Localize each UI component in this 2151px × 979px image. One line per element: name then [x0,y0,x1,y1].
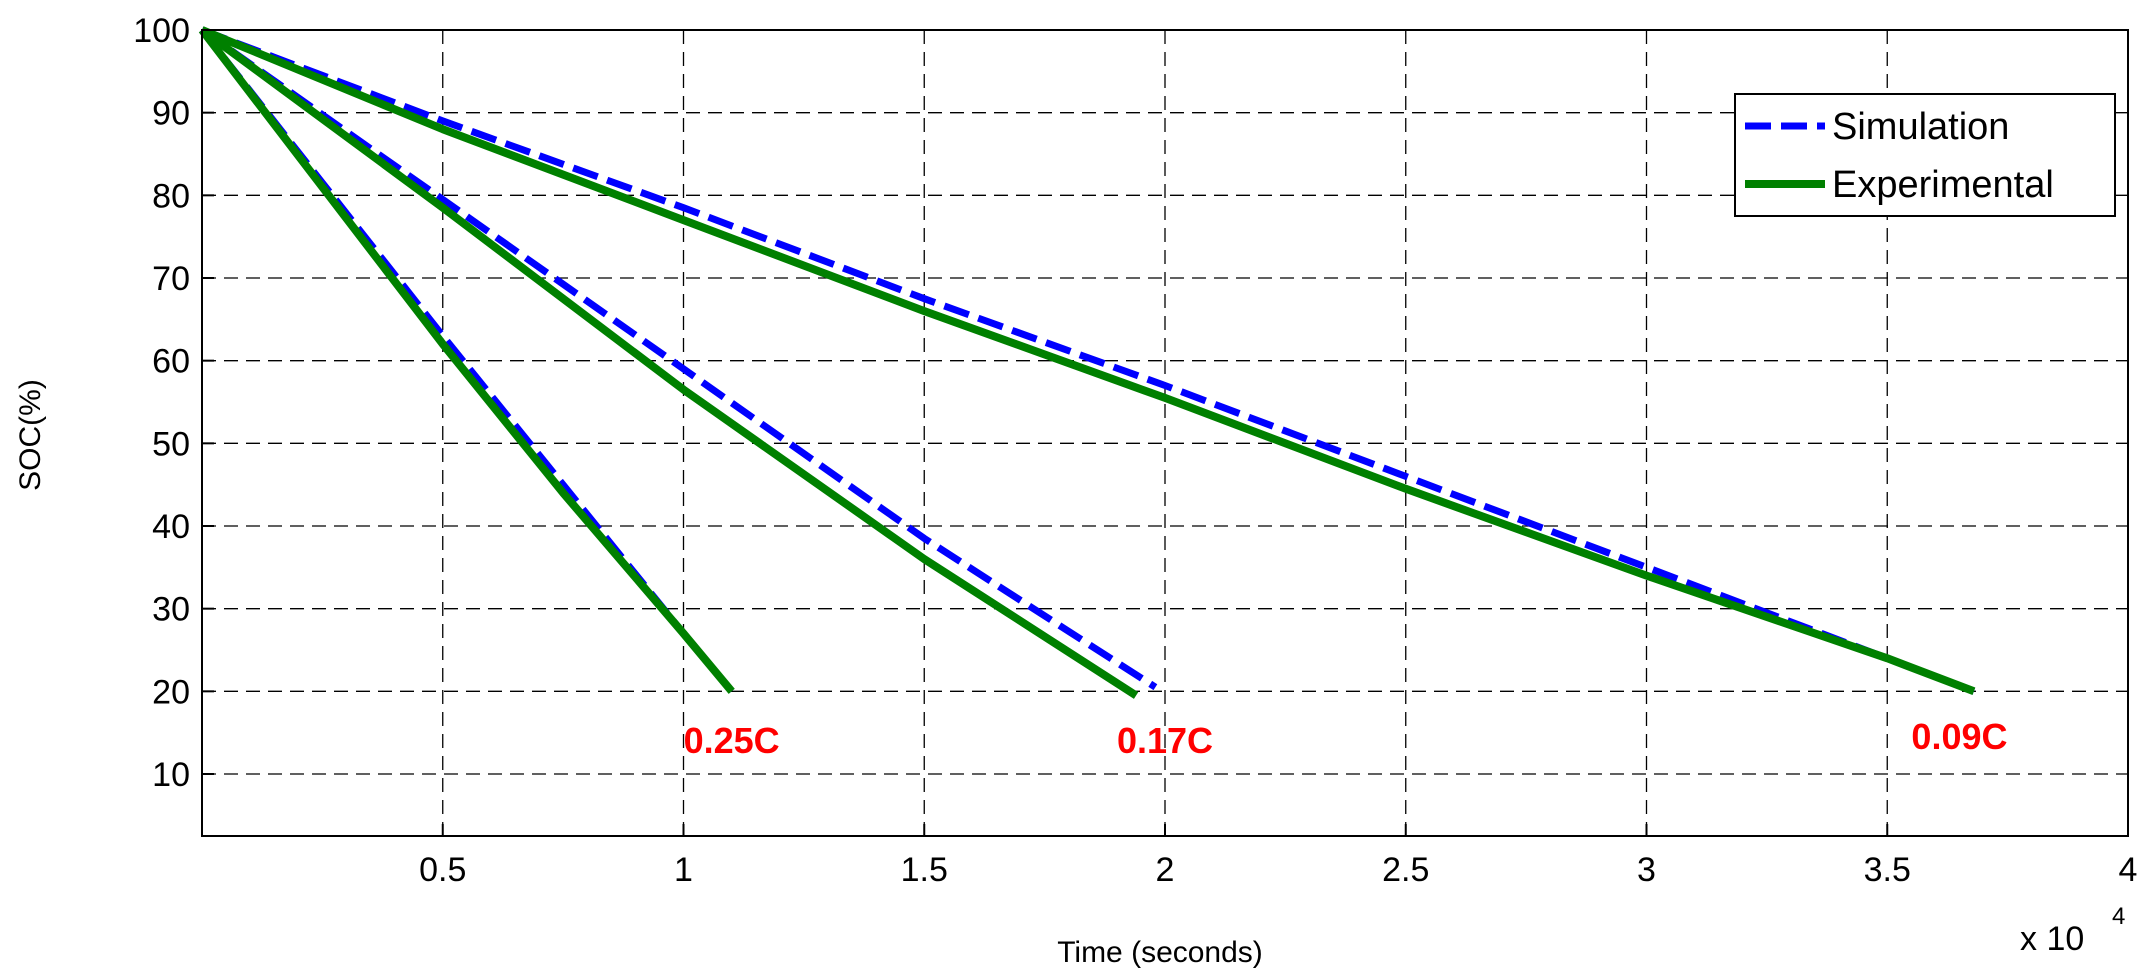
y-axis-title: SOC(%) [14,379,47,491]
plot-series [198,26,1976,699]
y-tick-label-2: 30 [152,591,190,629]
x-multiplier-exponent: 4 [2112,903,2125,930]
curve-labels: 0.25C 0.17C 0.09C [684,716,2008,761]
legend-box [1734,93,2116,217]
x-tick-label-3: 2 [1156,851,1175,889]
legend-simulation-label: Simulation [1832,106,2009,148]
curve-label-2: 0.09C [1911,716,2007,757]
legend: Simulation Experimental [1734,93,2116,217]
x-tick-label-4: 2.5 [1382,851,1429,889]
y-tick-label-3: 40 [152,508,190,546]
y-tick-labels: 10 20 30 40 50 60 70 80 90 100 [133,12,190,794]
axes [201,29,2129,837]
x-axis-title: Time (seconds) [1057,936,1263,969]
legend-experimental-label: Experimental [1832,164,2054,206]
x-tick-label-0: 0.5 [419,851,466,889]
series-simulation-0-17c [199,27,1158,691]
x-tick-label-2: 1.5 [901,851,948,889]
x-multiplier: x 10 4 [2020,903,2125,958]
x-multiplier-base: x 10 [2020,920,2084,958]
x-tick-label-6: 3.5 [1864,851,1911,889]
y-tick-label-0: 10 [152,756,190,794]
series-experimental-0-25c [198,27,735,694]
curve-label-1: 0.17C [1117,720,1213,761]
y-tick-label-9: 100 [133,12,190,50]
y-tick-label-8: 90 [152,95,190,133]
y-tick-label-1: 20 [152,673,190,711]
y-tick-label-4: 50 [152,425,190,463]
y-tick-label-7: 80 [152,177,190,215]
y-tick-label-5: 60 [152,343,190,381]
x-tick-label-1: 1 [674,851,693,889]
y-tick-label-6: 70 [152,260,190,298]
x-tick-label-7: 4 [2119,851,2138,889]
series-experimental-0-17c [199,26,1139,699]
x-tick-labels: 0.5 1 1.5 2 2.5 3 3.5 4 [419,851,2137,889]
x-tick-label-5: 3 [1637,851,1656,889]
series-experimental-0-09c [200,26,1976,696]
curve-label-0: 0.25C [684,720,780,761]
